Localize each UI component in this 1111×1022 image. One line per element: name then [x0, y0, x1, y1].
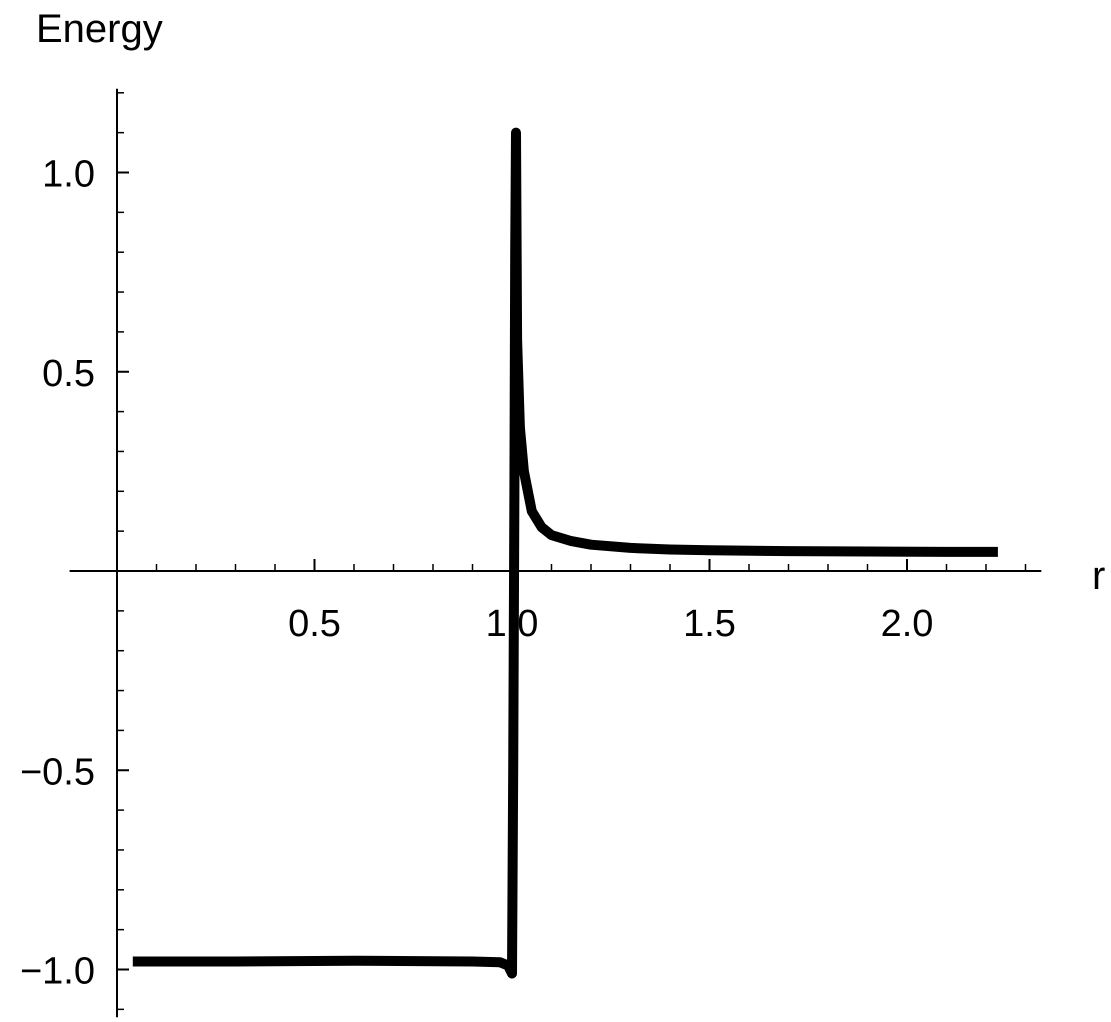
y-axis-title: Energy [36, 7, 163, 51]
y-tick-labels: 1.0 0.5 −0.5 −1.0 [20, 154, 95, 993]
series-line-energy [132, 127, 998, 979]
y-tick-label-neg-1.0: −1.0 [20, 951, 95, 993]
y-tick-label-neg-0.5: −0.5 [20, 751, 95, 793]
x-tick-labels: 0.5 1.0 1.5 2.0 [288, 603, 933, 645]
axes [69, 88, 1042, 1018]
minor-ticks [117, 92, 1027, 1011]
y-tick-label-0.5: 0.5 [42, 353, 95, 395]
x-tick-label-1.5: 1.5 [683, 603, 736, 645]
x-axis-title: r [1092, 554, 1105, 598]
y-tick-label-1.0: 1.0 [42, 154, 95, 196]
x-tick-label-0.5: 0.5 [288, 603, 341, 645]
x-tick-label-2.0: 2.0 [881, 603, 934, 645]
